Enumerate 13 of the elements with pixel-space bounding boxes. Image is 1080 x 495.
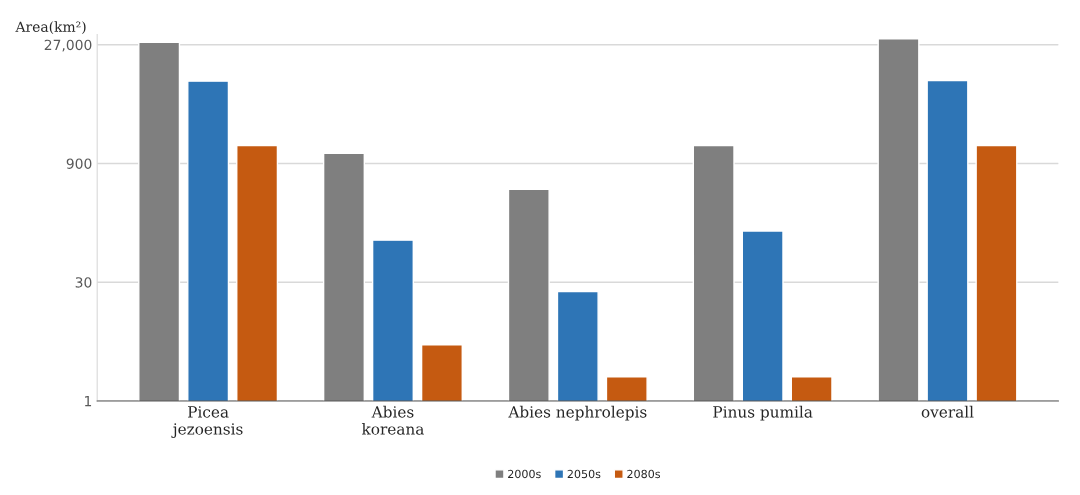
legend-label: 2000s — [508, 469, 541, 479]
y-tick-label: 30 — [75, 277, 92, 288]
y-tick-label: 900 — [66, 158, 92, 169]
x-tick-label: Abies nephrolepis — [508, 405, 647, 421]
y-axis-title: Area(km²) — [15, 21, 86, 34]
x-tick-label: overall — [921, 405, 974, 418]
x-tick-label: Pinus pumila — [713, 405, 813, 421]
y-tick-label: 27,000 — [44, 39, 92, 52]
legend-label: 2080s — [627, 469, 661, 479]
y-tick-label: 1 — [85, 396, 92, 407]
x-tick-label: Abies koreana — [361, 405, 424, 435]
legend-label: 2050s — [567, 469, 601, 479]
x-tick-label: Picea jezoensis — [171, 406, 243, 438]
